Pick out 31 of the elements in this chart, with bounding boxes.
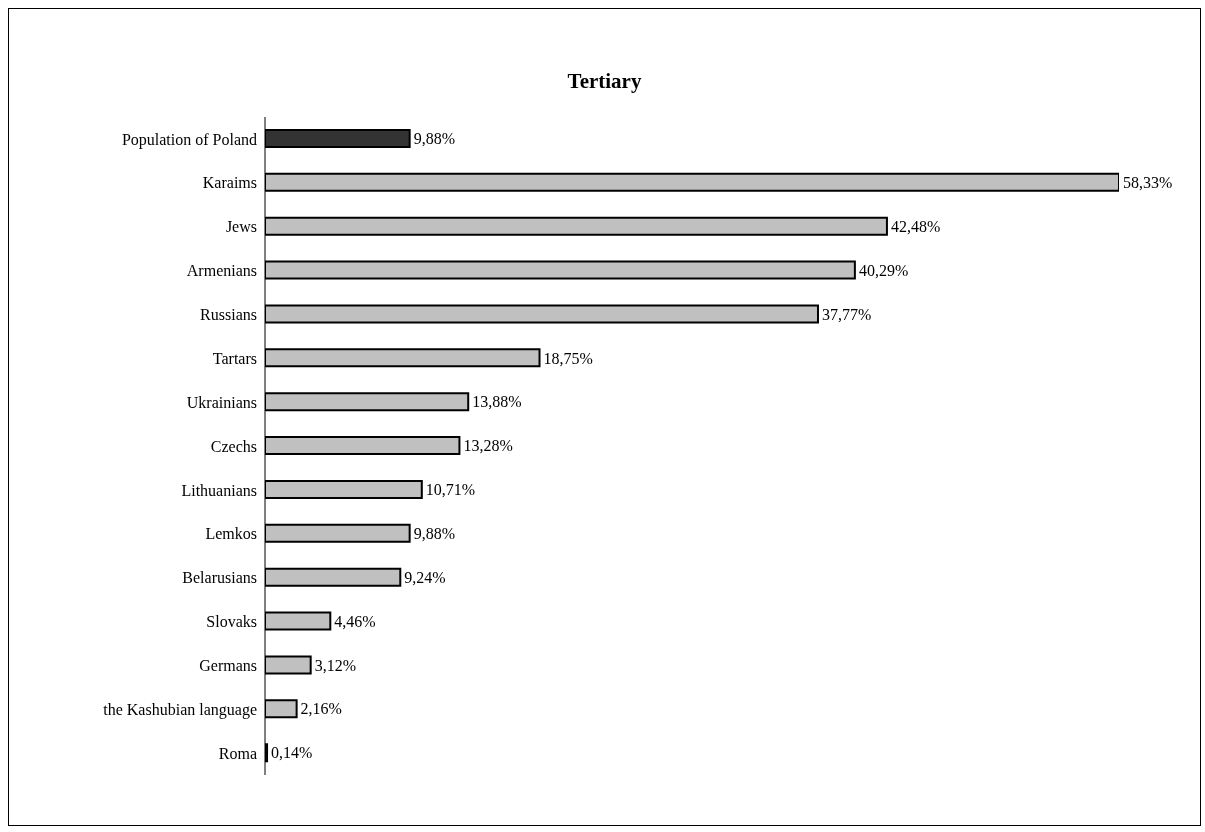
y-tick-label: Roma	[218, 744, 257, 762]
y-tick-label: Tartars	[212, 349, 257, 367]
data-label: 9,24%	[404, 568, 446, 586]
y-tick-label: Armenians	[186, 262, 257, 280]
y-tick-label: Czechs	[210, 437, 257, 455]
data-label: 13,28%	[463, 437, 513, 455]
data-label: 42,48%	[890, 217, 941, 235]
y-tick-label: Lemkos	[205, 525, 257, 543]
y-tick-label: Slovaks	[206, 613, 257, 631]
y-tick-label: Population of Poland	[121, 130, 257, 149]
data-label: 9,88%	[413, 524, 455, 542]
chart-title: Tertiary	[566, 69, 643, 94]
y-tick-label: Ukrainians	[186, 393, 257, 411]
y-tick-label: Germans	[199, 657, 257, 675]
data-label: 9,88%	[413, 130, 455, 148]
data-label: 0,14%	[271, 744, 313, 762]
y-tick-label: Russians	[200, 306, 257, 324]
data-label: 3,12%	[314, 656, 357, 674]
data-label: 58,33%	[1123, 174, 1173, 192]
y-tick-label: Belarusians	[182, 569, 257, 587]
data-label: 37,77%	[821, 305, 872, 323]
data-label: 40,29%	[858, 261, 909, 279]
y-tick-label: Karaims	[202, 174, 257, 192]
data-label: 2,16%	[300, 700, 342, 718]
data-label: 4,46%	[334, 612, 376, 630]
y-tick-label: Lithuanians	[181, 481, 257, 499]
y-tick-label: the Kashubian language	[103, 700, 257, 719]
data-label: 13,88%	[472, 393, 522, 411]
y-tick-label: Jews	[225, 218, 257, 236]
data-label: 18,75%	[543, 349, 593, 367]
data-label: 10,71%	[425, 481, 476, 499]
